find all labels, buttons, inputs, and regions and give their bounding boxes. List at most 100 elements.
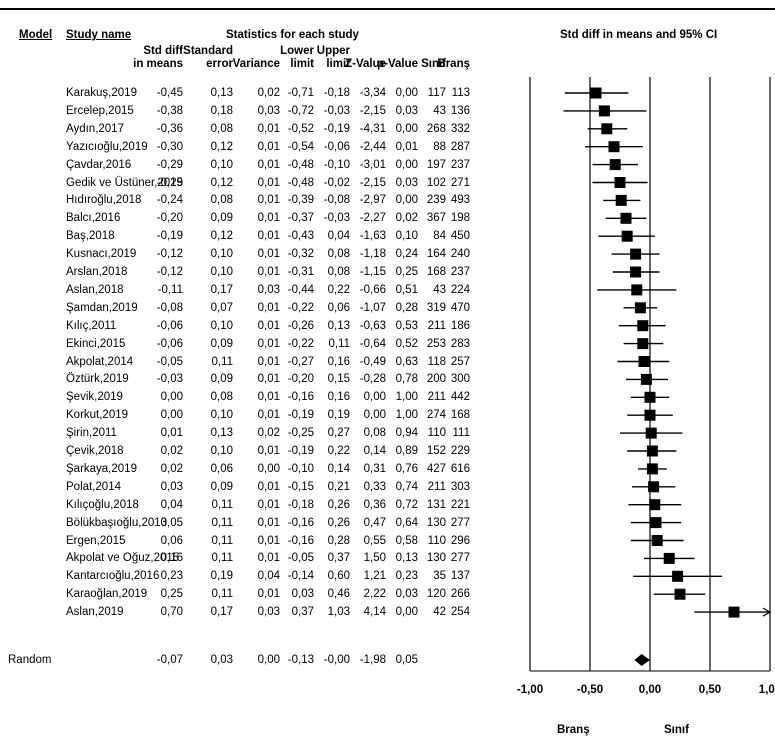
table-cell: 0,01 [257, 498, 280, 511]
table-cell: 0,16 [327, 355, 350, 368]
table-cell: 211 [427, 319, 446, 332]
table-cell: 0,22 [327, 445, 350, 457]
table-cell: 0,16 [327, 391, 350, 404]
table-cell: 274 [426, 409, 446, 422]
table-cell: 186 [450, 319, 470, 332]
table-cell: 0,08 [327, 248, 350, 261]
table-cell: 0,46 [327, 588, 350, 601]
study-name: Aydın,2017 [66, 122, 124, 135]
table-cell: 0,02 [160, 462, 183, 475]
table-cell: 254 [450, 606, 470, 619]
table-cell: 168 [426, 266, 446, 278]
table-cell: 130 [426, 516, 446, 529]
table-cell: 0,00 [395, 87, 418, 99]
table-cell: 0,01 [257, 158, 280, 171]
table-cell: 0,01 [257, 534, 280, 547]
table-cell: 0,11 [211, 552, 233, 565]
stats-section-title: Statistics for each study [226, 29, 359, 41]
study-name: Şevik,2019 [66, 391, 123, 404]
table-cell: 257 [450, 355, 470, 368]
table-cell: -0,32 [287, 248, 314, 261]
table-cell: 0,01 [257, 194, 280, 207]
table-cell: 1,00 [395, 391, 418, 404]
table-cell: -0,37 [287, 212, 314, 225]
study-name: Ergen,2015 [66, 534, 126, 547]
table-cell: 0,74 [395, 480, 418, 493]
table-cell: -0,26 [287, 319, 314, 332]
table-cell: -0,19 [287, 409, 314, 422]
effect-marker [672, 570, 684, 582]
table-cell: 0,00 [363, 391, 386, 404]
table-cell: -2,97 [359, 194, 386, 207]
effect-marker [630, 266, 642, 278]
table-cell: 303 [450, 480, 470, 493]
table-cell: 0,01 [160, 427, 183, 440]
effect-marker [598, 105, 610, 117]
table-cell: 0,60 [327, 570, 350, 583]
study-name: Polat,2014 [66, 480, 121, 493]
effect-marker [645, 427, 657, 439]
column-header-line2: p-Value [377, 58, 418, 70]
table-cell: 0,11 [211, 534, 233, 547]
table-cell: -0,45 [156, 87, 183, 99]
table-cell: 0,26 [327, 498, 350, 511]
study-name: Öztürk,2019 [66, 373, 129, 386]
summary-cell: 0,00 [257, 654, 280, 666]
study-name: Çevik,2018 [66, 445, 124, 457]
table-cell: 271 [450, 176, 470, 189]
table-cell: -0,72 [287, 104, 314, 117]
table-cell: 0,02 [395, 212, 418, 225]
table-cell: 0,72 [395, 498, 418, 511]
table-cell: 0,06 [327, 301, 350, 314]
right-favours-label: Sınıf [664, 724, 689, 736]
table-cell: 0,22 [327, 283, 350, 296]
study-name: Şamdan,2019 [66, 301, 138, 314]
table-cell: -0,16 [287, 534, 314, 547]
effect-marker [674, 588, 686, 600]
table-cell: 427 [426, 462, 446, 475]
table-cell: 296 [450, 534, 470, 547]
table-cell: 35 [433, 570, 446, 583]
table-cell: -0,52 [287, 122, 314, 135]
table-cell: -1,15 [359, 266, 386, 278]
table-cell: -0,20 [287, 373, 314, 386]
table-cell: -0,71 [287, 87, 314, 99]
table-cell: 131 [426, 498, 446, 511]
table-cell: 84 [433, 230, 446, 243]
study-name: Şirin,2011 [66, 427, 117, 440]
top-rule [0, 8, 775, 10]
column-header-line2: Variance [232, 58, 280, 70]
table-cell: 0,15 [327, 373, 350, 386]
table-cell: -0,31 [287, 266, 314, 278]
table-cell: 0,03 [257, 606, 280, 619]
table-cell: -0,28 [359, 373, 386, 386]
table-cell: 0,03 [395, 176, 418, 189]
table-cell: -0,16 [287, 391, 314, 404]
effect-marker [644, 391, 656, 403]
table-cell: 0,21 [327, 480, 350, 493]
table-cell: 442 [450, 391, 470, 404]
table-cell: -0,12 [156, 266, 183, 278]
left-favours-label: Branş [557, 724, 590, 736]
effect-marker [620, 212, 632, 224]
effect-marker [638, 356, 650, 367]
effect-marker [634, 302, 646, 314]
table-cell: 102 [426, 176, 446, 189]
table-cell: -0,19 [287, 445, 314, 457]
table-cell: 0,25 [160, 588, 183, 601]
study-name: Aslan,2018 [66, 283, 124, 296]
effect-marker [609, 159, 621, 171]
table-cell: 229 [450, 445, 470, 457]
table-cell: -0,08 [323, 194, 350, 207]
table-cell: 0,00 [160, 391, 183, 404]
table-cell: -0,63 [359, 319, 386, 332]
table-cell: -0,22 [287, 301, 314, 314]
table-cell: 0,00 [395, 158, 418, 171]
table-cell: 0,26 [327, 516, 350, 529]
table-cell: -0,16 [287, 516, 314, 529]
table-cell: -4,31 [359, 122, 386, 135]
table-cell: -0,06 [323, 140, 350, 153]
table-cell: -0,20 [156, 212, 183, 225]
study-name: Şarkaya,2019 [66, 462, 137, 475]
table-cell: 0,00 [363, 409, 386, 422]
